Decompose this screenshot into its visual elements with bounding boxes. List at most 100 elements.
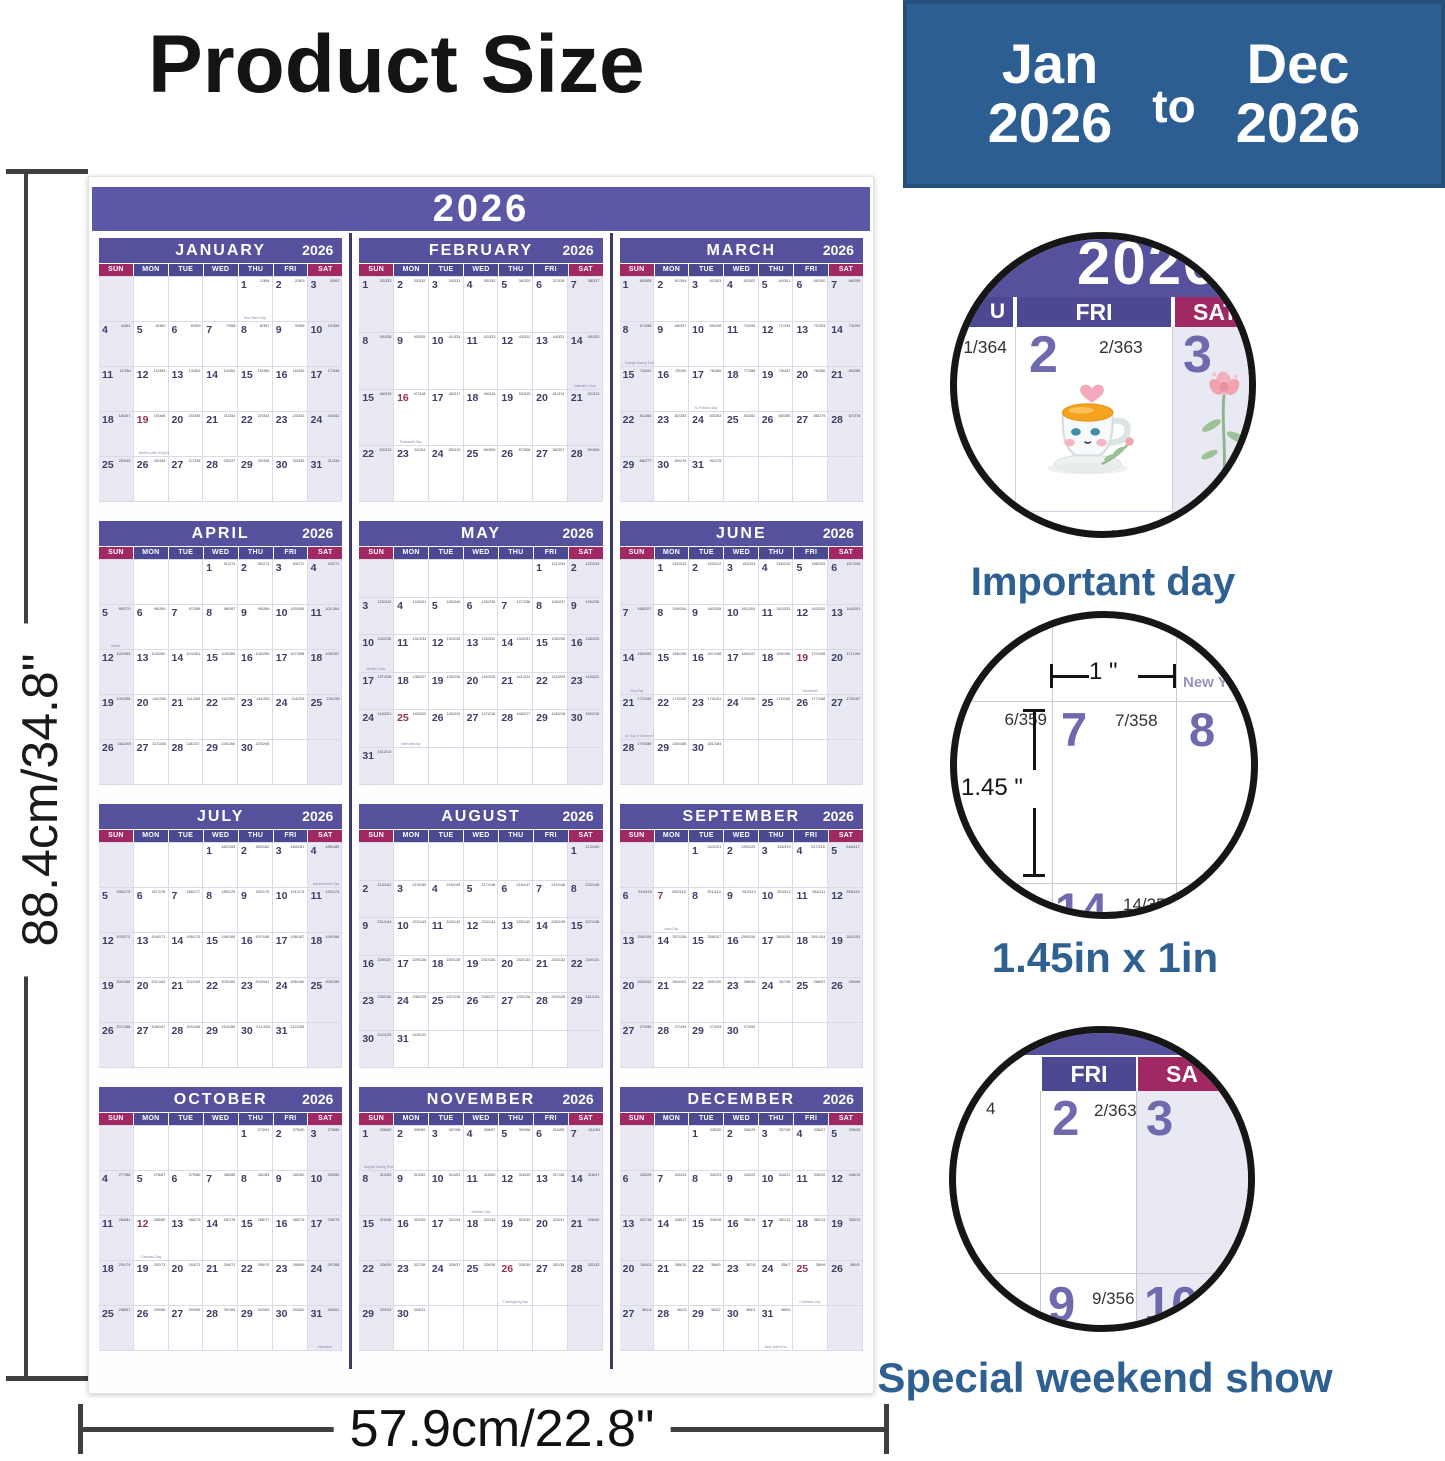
day-annotation: 300/65 [188, 1308, 201, 1312]
gridline [957, 883, 1251, 884]
month-column: MARCH 2026 SUN MON TUE WED THU FRI SAT 1 60/305 2 61… [609, 233, 870, 1369]
gridline [956, 1273, 1248, 1274]
day-number: 27 [622, 1025, 635, 1037]
day-number: 31 [761, 1308, 774, 1320]
weekday-label: MON [654, 1113, 689, 1125]
day-number: 3 [726, 562, 733, 574]
day-number: 19 [796, 652, 809, 664]
day-cell: 8 8/357 [238, 322, 273, 367]
day-cell: 25 176/189 [758, 695, 794, 740]
page-title: Product Size [148, 19, 645, 110]
range-to-month: Dec [1246, 32, 1350, 96]
day-cell: 11 70/295 [723, 322, 759, 367]
holiday-label: 1st Day of Summer Father's Day [624, 734, 671, 738]
day-number: 2 [397, 1128, 403, 1140]
day-annotation: 289/76 [292, 1218, 305, 1222]
day-cell [463, 1306, 499, 1351]
day-cell: 27 27/338 [168, 457, 204, 502]
day-cell: 29 180/185 [654, 740, 690, 785]
day-annotation: 122/243 [585, 562, 600, 566]
day-annotation: 327/38 [414, 1263, 426, 1267]
day-annotation: 140/225 [481, 674, 496, 679]
day-number: 10 [761, 890, 774, 902]
day-annotation: 222/143 [411, 920, 426, 924]
month-header: NOVEMBER 2026 [359, 1087, 603, 1112]
day-annotation: 251/114 [707, 890, 721, 894]
day-annotation: 71/294 [778, 324, 791, 328]
day-number: 12 [136, 1218, 149, 1230]
day-cell: 18 352/13 [793, 1216, 829, 1261]
day-number: 2 [726, 845, 733, 857]
day-annotation: 243/122 [411, 1032, 426, 1037]
day-number: 27 [831, 697, 843, 709]
day-number: 22 [536, 674, 548, 687]
day-number: 25 [102, 1308, 114, 1320]
day-number: 26 [466, 995, 479, 1007]
day-number: 4 [310, 562, 317, 574]
day-number: 31 [692, 459, 704, 471]
day-number: 25 [310, 697, 323, 709]
day-number: 18 [102, 414, 114, 426]
day-number: 22 [241, 1263, 253, 1275]
day-number: 8 [1189, 703, 1216, 756]
day-cell: 21 294/71 [203, 1261, 239, 1306]
day-number: 15 [241, 1218, 253, 1230]
day-annotation: 91/274 [223, 562, 236, 566]
day-annotation: 89/276 [674, 459, 687, 463]
day-cell: 17 107/258 [272, 650, 308, 695]
day-number: 14 [657, 1218, 670, 1230]
day-cell [758, 740, 794, 785]
day-annotation: 7/358 [225, 324, 236, 328]
day-number: 14 [206, 369, 218, 381]
day-annotation: 207/158 [116, 1025, 131, 1029]
day-cell: 6 157/208 [828, 560, 863, 605]
day-number: 5 [431, 599, 438, 612]
day-annotation: 350/15 [743, 1218, 756, 1222]
day-cell: 26 299/66 [133, 1306, 169, 1351]
day-cell: 15 288/77 [238, 1216, 273, 1261]
day-annotation: 216/149 [446, 882, 461, 887]
callout-important-day-content: 2026 U FRI SAT 1/364 2 2/363 3 3/ [957, 239, 1249, 531]
day-cell: 20 51/314 [533, 389, 568, 446]
day-number: 26 [796, 697, 809, 709]
day-number: 5 [796, 562, 803, 574]
day-number: 30 [570, 712, 583, 724]
day-annotation: 83/282 [709, 414, 721, 418]
weekday-label: MON [394, 1113, 429, 1125]
day-number: 17 [761, 935, 774, 947]
day-cell: 10 314/51 [428, 1171, 464, 1216]
day-annotation: 193/172 [116, 935, 131, 939]
day-annotation: 22/343 [258, 414, 270, 418]
weekday-label: FRI [533, 1113, 568, 1125]
day-cell: 14 257/108 [654, 933, 690, 978]
day-cell [428, 747, 464, 785]
day-annotation: 261/104 [811, 935, 826, 939]
day-cell: 7 311/54 [567, 1126, 603, 1171]
day-cell: 19 292/73 [133, 1261, 169, 1306]
day-cell: 28 209/156 [168, 1023, 204, 1068]
day-cell: 6 279/86 [168, 1171, 204, 1216]
day-cell: 3 276/89 [307, 1126, 343, 1171]
day-number: 3 [275, 562, 282, 574]
day-number: 24 [761, 1263, 774, 1275]
day-number: 27 [622, 1308, 635, 1320]
day-cell: 20 232/133 [498, 955, 534, 993]
month-name: SEPTEMBER [682, 808, 801, 825]
day-cell: 18 138/227 [394, 672, 429, 710]
day-annotation: 205/160 [290, 980, 305, 984]
day-annotation: 189/176 [221, 890, 236, 894]
day-cell [619, 560, 655, 605]
day-number: 1 [206, 562, 213, 574]
day-annotation: 99/266 [258, 607, 270, 611]
day-annotation: 149/216 [550, 712, 565, 716]
day-annotation: 159/206 [672, 607, 687, 611]
weekday-row: SUN MON TUE WED THU FRI SAT [359, 830, 603, 842]
day-cell: 18 49/316 [463, 389, 499, 446]
day-number: 28 [622, 742, 635, 754]
day-cell [168, 843, 204, 888]
day-number: 23 [241, 697, 253, 709]
month-grid: 1 121/244 2 122/243 3 123/242 4 124/241 5 125/240… [359, 559, 603, 785]
day-cell: 25 268/97 [793, 978, 829, 1023]
weekday-label: SUN [359, 830, 394, 842]
holiday-label: Labor Day [664, 927, 679, 931]
